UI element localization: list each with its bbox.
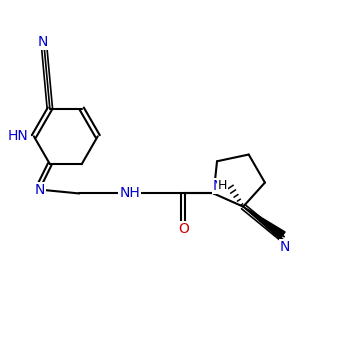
Text: HN: HN: [7, 130, 28, 144]
Text: N: N: [38, 35, 49, 49]
Text: N: N: [212, 179, 223, 193]
Text: H: H: [218, 178, 228, 191]
Text: O: O: [178, 222, 189, 236]
Text: NH: NH: [119, 187, 140, 201]
Text: N: N: [280, 240, 290, 254]
Text: N: N: [35, 183, 45, 197]
Polygon shape: [243, 206, 285, 239]
